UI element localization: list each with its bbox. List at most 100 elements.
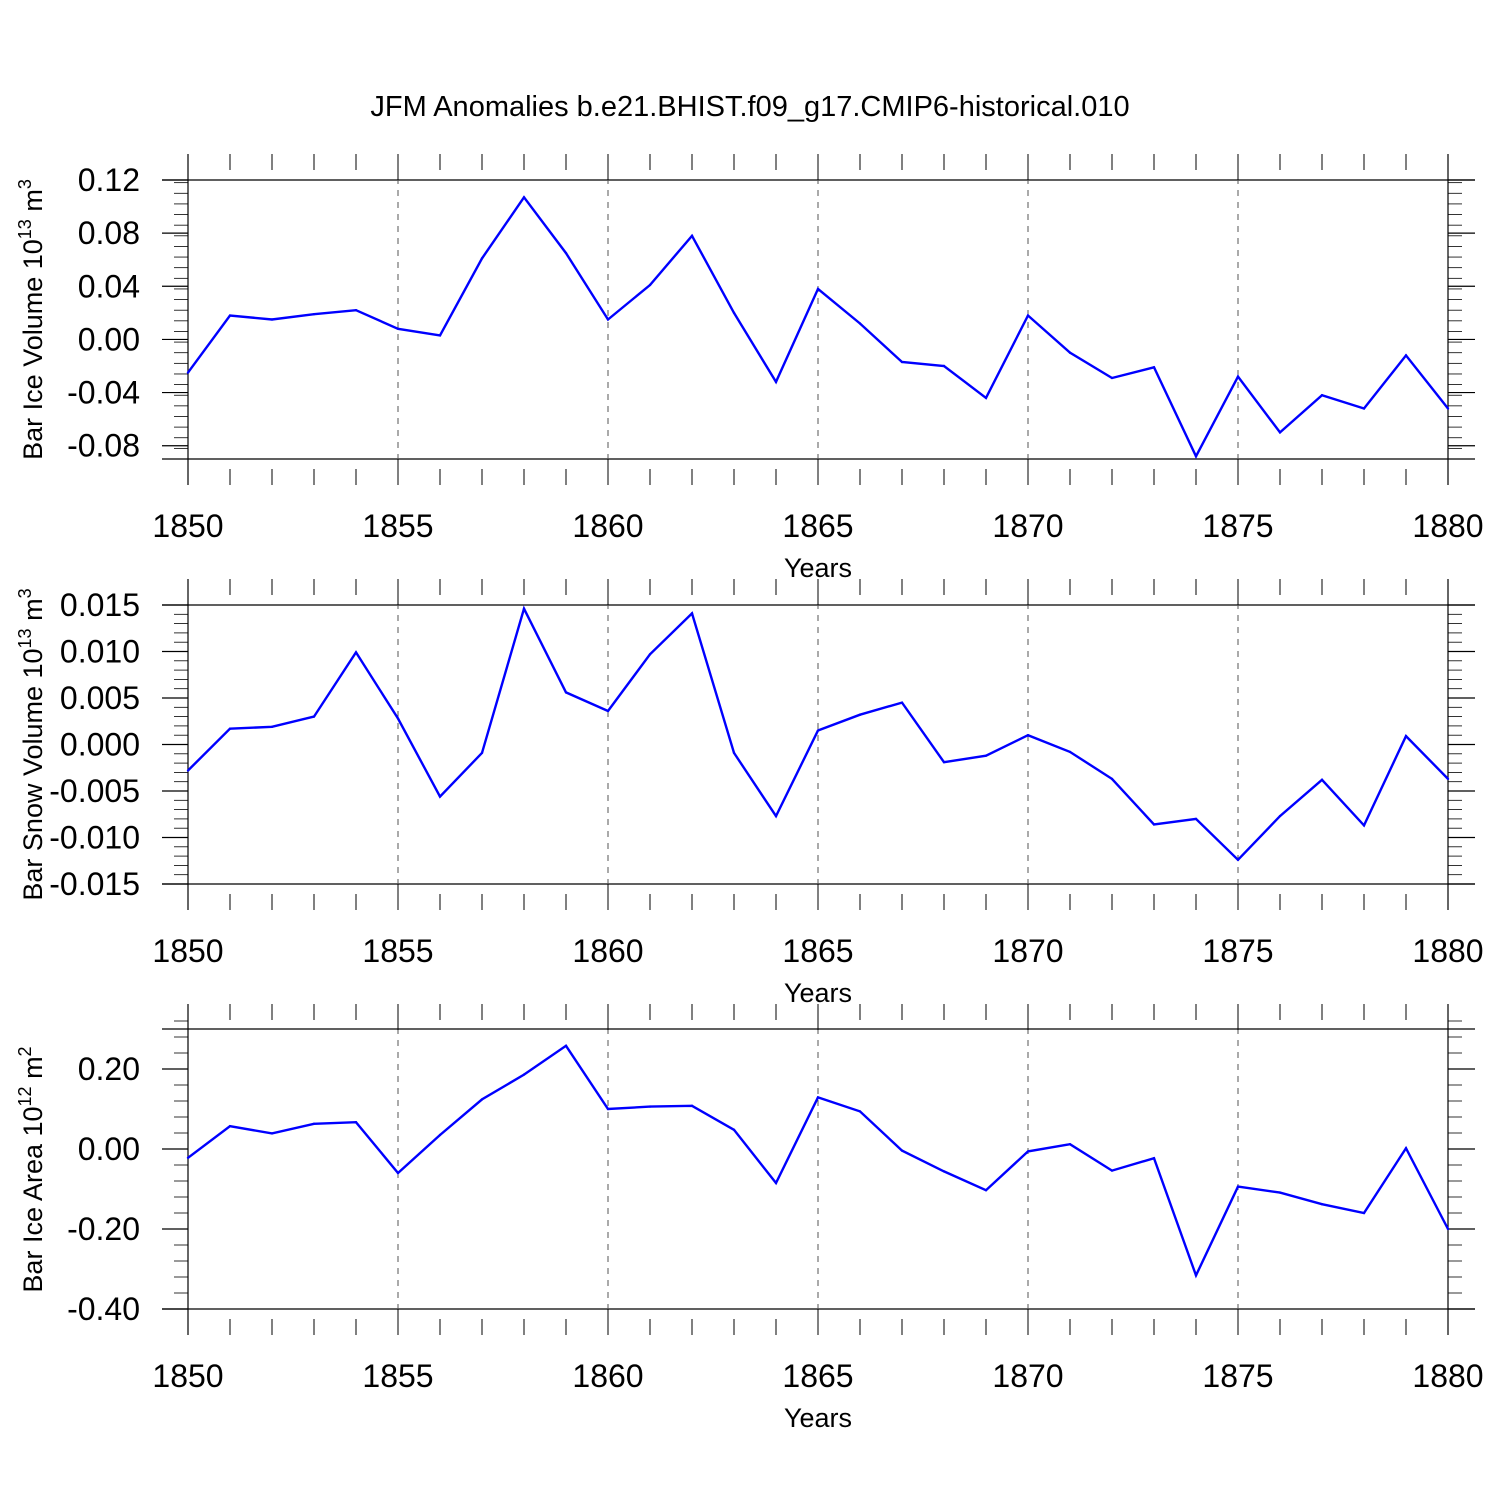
data-point <box>1362 407 1366 410</box>
y-tick-label: -0.40 <box>67 1291 140 1327</box>
x-tick-label: 1870 <box>992 508 1063 544</box>
data-point <box>1446 1227 1450 1231</box>
data-point <box>1026 1150 1030 1153</box>
y-tick-label: 0.20 <box>78 1051 140 1087</box>
data-point <box>732 1128 736 1132</box>
y-tick-label: 0.00 <box>78 1131 140 1167</box>
data-point <box>1320 1203 1324 1206</box>
x-tick-label: 1875 <box>1202 1358 1273 1394</box>
data-point <box>816 729 820 732</box>
y-axis-label-unit-exponent: 3 <box>15 588 35 598</box>
y-tick-label: 0.000 <box>60 727 140 763</box>
y-tick-label: 0.010 <box>60 634 140 670</box>
y-axis-label: Bar Ice Volume 1013 m3 <box>15 179 48 460</box>
x-tick-label: 1880 <box>1412 508 1483 544</box>
data-point <box>858 713 862 716</box>
data-point <box>942 1170 946 1173</box>
y-tick-label: -0.20 <box>67 1211 140 1247</box>
y-tick-label: -0.015 <box>49 866 140 902</box>
x-tick-label: 1855 <box>362 508 433 544</box>
y-axis-label-unit: m <box>18 189 48 219</box>
data-point <box>480 1098 484 1101</box>
data-point <box>1446 777 1450 781</box>
data-point <box>606 709 610 713</box>
y-axis-label-unit-exponent: 2 <box>15 1046 35 1056</box>
x-tick-label: 1870 <box>992 933 1063 969</box>
data-point <box>522 196 526 199</box>
data-point <box>228 727 232 730</box>
x-tick-label: 1855 <box>362 933 433 969</box>
data-point <box>1362 824 1366 827</box>
figure-title: JFM Anomalies b.e21.BHIST.f09_g17.CMIP6-… <box>370 91 1129 123</box>
data-point <box>354 651 358 654</box>
panels: 0.12 0.08 0.04 0.00 -0.04 -0.08 1850 1855 1860 18… <box>15 154 1484 1433</box>
data-point <box>648 653 652 656</box>
data-point <box>816 1096 820 1099</box>
data-point <box>942 364 946 368</box>
x-axis-label: Years <box>784 978 852 1008</box>
data-point <box>942 760 946 764</box>
x-tick-label: 1875 <box>1202 508 1273 544</box>
data-point <box>900 1149 904 1152</box>
data-point <box>1278 814 1282 818</box>
data-point <box>1320 394 1324 397</box>
panel-3: 0.20 0.00 -0.20 -0.40 1850 1855 1860 1865 1870 18… <box>15 1004 1484 1433</box>
data-point <box>606 318 610 321</box>
data-point <box>1446 407 1450 410</box>
y-axis-label-text: Bar Ice Area 10 <box>18 1106 48 1292</box>
x-tick-label: 1850 <box>152 1358 223 1394</box>
data-point <box>228 1125 232 1128</box>
x-tick-label: 1860 <box>572 933 643 969</box>
x-tick-label: 1880 <box>1412 933 1483 969</box>
data-point <box>270 318 274 321</box>
y-tick-label: -0.005 <box>49 773 140 809</box>
data-point <box>312 1122 316 1126</box>
y-tick-label: 0.005 <box>60 680 140 716</box>
data-point <box>228 314 232 317</box>
y-axis-label-unit-exponent: 3 <box>15 179 35 189</box>
data-point <box>480 257 484 260</box>
data-point <box>1404 734 1408 738</box>
x-tick-label: 1865 <box>782 933 853 969</box>
data-point <box>648 283 652 287</box>
data-point <box>984 396 988 400</box>
data-point <box>1068 351 1072 354</box>
y-tick-label: -0.04 <box>67 375 140 411</box>
y-tick-label: -0.08 <box>67 428 140 464</box>
y-axis-label: Bar Ice Area 1012 m2 <box>15 1046 48 1292</box>
data-point <box>858 1110 862 1113</box>
y-axis-label-text: Bar Ice Volume 10 <box>18 239 48 460</box>
y-tick-label: 0.08 <box>78 215 140 251</box>
x-tick-label: 1860 <box>572 1358 643 1394</box>
data-point <box>1362 1211 1366 1215</box>
data-point <box>1194 455 1198 458</box>
y-axis-label-unit: m <box>18 1056 48 1086</box>
data-point <box>1152 823 1156 826</box>
data-point <box>1404 354 1408 357</box>
data-point <box>690 234 694 237</box>
data-point <box>1152 366 1156 369</box>
data-point <box>1236 375 1240 378</box>
data-point <box>1236 1185 1240 1188</box>
data-point <box>186 769 190 772</box>
data-point <box>984 1189 988 1192</box>
data-point <box>900 701 904 704</box>
data-point <box>1404 1147 1408 1150</box>
data-point <box>732 311 736 315</box>
data-point <box>774 380 778 384</box>
data-point <box>480 751 484 755</box>
data-point <box>522 607 526 610</box>
y-axis-label-exponent: 13 <box>15 219 35 239</box>
y-tick-label: 0.04 <box>78 268 140 304</box>
y-axis-label-exponent: 12 <box>15 1086 35 1106</box>
data-point <box>606 1107 610 1111</box>
data-point <box>1194 817 1198 821</box>
data-point <box>1236 858 1240 862</box>
x-tick-label: 1860 <box>572 508 643 544</box>
x-axis-label: Years <box>784 1403 852 1433</box>
y-axis-label-text: Bar Snow Volume 10 <box>18 648 48 900</box>
x-axis-label: Years <box>784 553 852 583</box>
data-point <box>270 725 274 729</box>
data-point <box>564 691 568 694</box>
